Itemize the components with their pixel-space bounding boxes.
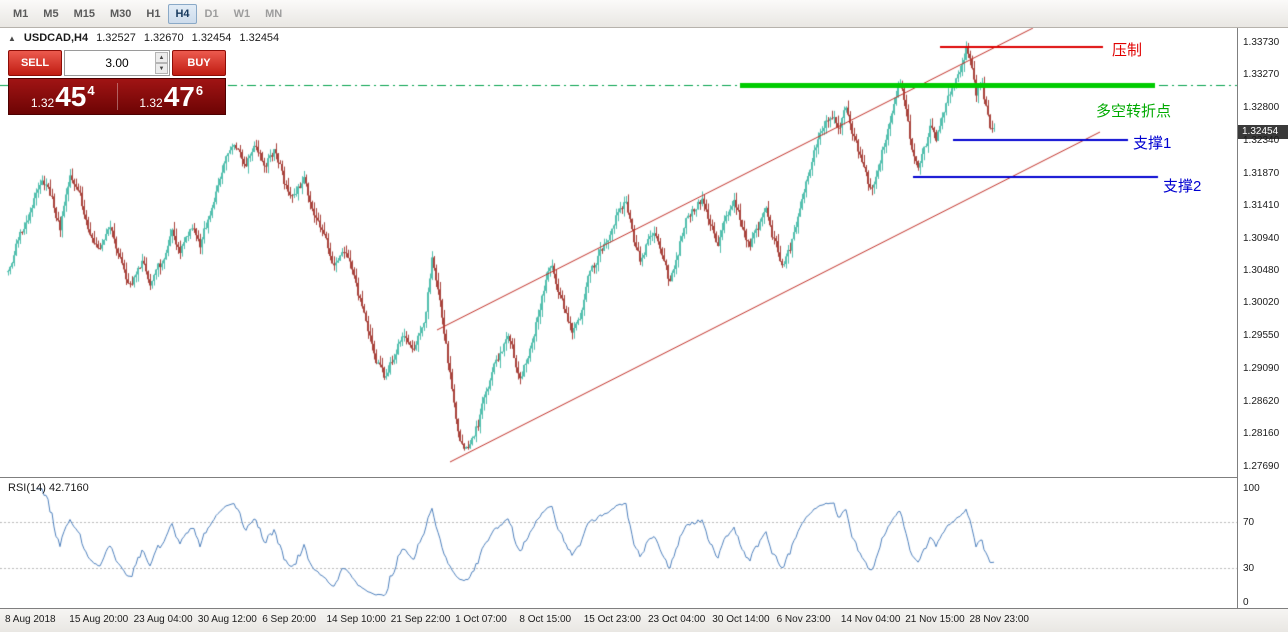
- one-click-trading-widget: SELL ▲ ▼ BUY 1.32 45 4 1.32 47 6: [8, 50, 226, 115]
- timeframe-button-mn[interactable]: MN: [258, 4, 289, 24]
- price-scale-label: 1.28160: [1243, 427, 1280, 439]
- pivot-label: 多空转折点: [1096, 103, 1172, 120]
- resistance-label: 压制: [1112, 42, 1143, 59]
- price-scale[interactable]: 1.32454 1.33730 1.33270 1.32800 1.32340 1.31…: [1237, 28, 1288, 608]
- timeframe-button-h1[interactable]: H1: [139, 4, 167, 24]
- timeframe-button-m30[interactable]: M30: [103, 4, 138, 24]
- buy-pips: 47: [163, 80, 195, 112]
- timeframe-button-m5[interactable]: M5: [36, 4, 65, 24]
- sell-fraction: 4: [87, 82, 95, 98]
- time-axis-label: 15 Aug 20:00: [69, 614, 129, 625]
- time-axis-label: 6 Sep 20:00: [262, 614, 317, 625]
- close-value: 1.32454: [239, 32, 280, 44]
- volume-input[interactable]: [85, 56, 149, 70]
- price-scale-label: 1.28620: [1243, 395, 1280, 407]
- price-panel: 1.32 45 4 1.32 47 6: [8, 78, 226, 115]
- sell-price[interactable]: 1.32 45 4: [9, 79, 117, 114]
- rsi-panel-separator[interactable]: [0, 477, 1237, 478]
- symbol-label: USDCAD,H4: [23, 32, 89, 44]
- price-scale-label: 1.33730: [1243, 37, 1280, 49]
- price-scale-label: 1.30020: [1243, 297, 1280, 309]
- price-scale-label: 1.33270: [1243, 69, 1280, 81]
- price-divider: [116, 83, 118, 110]
- low-value: 1.32454: [191, 32, 232, 44]
- timeframe-button-h4[interactable]: H4: [168, 3, 197, 24]
- support1-label: 支撑1: [1133, 135, 1172, 152]
- rsi-indicator-label: RSI(14) 42.7160: [8, 482, 89, 494]
- time-axis-label: 8 Oct 15:00: [519, 614, 572, 625]
- ohlc-header: ▲ USDCAD,H4 1.32527 1.32670 1.32454 1.32…: [8, 32, 279, 44]
- time-axis-label: 23 Oct 04:00: [648, 614, 706, 625]
- price-scale-label: 1.31410: [1243, 199, 1280, 211]
- price-scale-label: 1.32800: [1243, 102, 1280, 114]
- time-axis-label: 15 Oct 23:00: [583, 614, 641, 625]
- support2-label: 支撑2: [1163, 178, 1202, 195]
- current-price-badge: 1.32454: [1238, 124, 1288, 139]
- sell-pips: 45: [55, 80, 87, 112]
- time-axis[interactable]: 8 Aug 2018 15 Aug 20:00 23 Aug 04:00 30 Aug…: [0, 608, 1288, 632]
- buy-big-figure: 1.32: [139, 95, 163, 110]
- price-scale-label: 1.29550: [1243, 330, 1280, 342]
- sell-big-figure: 1.32: [30, 95, 55, 110]
- timeframe-button-w1[interactable]: W1: [227, 4, 258, 24]
- time-axis-label: 30 Oct 14:00: [712, 614, 770, 625]
- price-scale-label: 1.31870: [1243, 167, 1280, 179]
- price-scale-label: 1.29090: [1243, 362, 1280, 374]
- time-axis-label: 14 Nov 04:00: [840, 614, 901, 625]
- buy-button[interactable]: BUY: [172, 50, 226, 76]
- volume-up-icon[interactable]: ▲: [155, 52, 168, 63]
- price-scale-label: 1.30480: [1243, 265, 1280, 277]
- timeframe-button-d1[interactable]: D1: [198, 4, 226, 24]
- timeframe-toolbar: M1 M5 M15 M30 H1 H4 D1 W1 MN: [0, 0, 1288, 28]
- price-scale-label: 1.32340: [1243, 134, 1280, 146]
- time-axis-label: 21 Nov 15:00: [905, 614, 965, 625]
- open-value: 1.32527: [96, 32, 136, 44]
- one-click-collapse-icon[interactable]: ▲: [8, 33, 16, 43]
- time-axis-label: 28 Nov 23:00: [969, 614, 1030, 625]
- time-axis-label: 1 Oct 07:00: [455, 614, 507, 625]
- rsi-scale-label: 100: [1243, 483, 1260, 494]
- price-scale-label: 1.27690: [1243, 460, 1280, 472]
- timeframe-button-m1[interactable]: M1: [6, 4, 35, 24]
- time-axis-label: 14 Sep 10:00: [326, 614, 387, 625]
- time-axis-label: 21 Sep 22:00: [390, 614, 451, 625]
- rsi-scale-label: 30: [1243, 562, 1255, 574]
- high-value: 1.32670: [143, 32, 184, 44]
- time-axis-label: 23 Aug 04:00: [133, 614, 193, 625]
- volume-field: ▲ ▼: [64, 50, 170, 76]
- sell-button[interactable]: SELL: [8, 50, 62, 76]
- time-axis-label: 8 Aug 2018: [5, 614, 56, 625]
- time-axis-label: 30 Aug 12:00: [197, 614, 257, 625]
- volume-down-icon[interactable]: ▼: [155, 63, 168, 74]
- buy-price[interactable]: 1.32 47 6: [118, 79, 226, 114]
- price-scale-label: 1.30940: [1243, 232, 1280, 244]
- rsi-scale-label: 0: [1243, 597, 1249, 608]
- timeframe-button-m15[interactable]: M15: [67, 4, 102, 24]
- time-axis-label: 6 Nov 23:00: [776, 614, 831, 625]
- rsi-scale-label: 70: [1243, 517, 1255, 529]
- buy-fraction: 6: [195, 82, 204, 98]
